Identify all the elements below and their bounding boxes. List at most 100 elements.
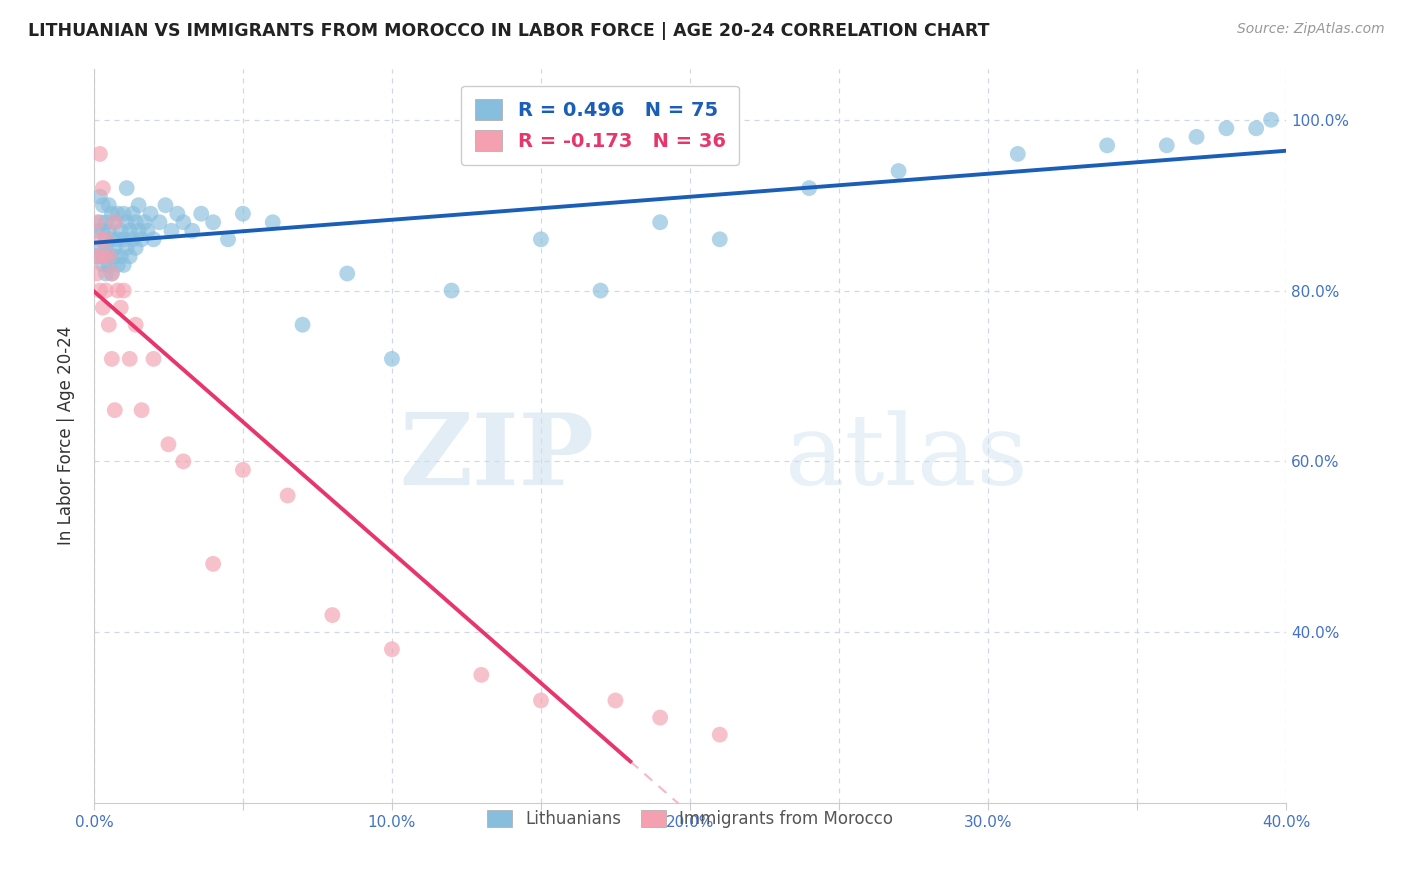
- Point: [91, 249, 114, 263]
- Point: [91, 181, 114, 195]
- Point: [440, 284, 463, 298]
- Point: [110, 224, 132, 238]
- Point: [1260, 112, 1282, 127]
- Point: [155, 198, 177, 212]
- Point: [101, 207, 124, 221]
- Point: [589, 284, 612, 298]
- Point: [115, 215, 138, 229]
- Point: [86, 215, 108, 229]
- Point: [94, 241, 117, 255]
- Point: [291, 318, 314, 332]
- Point: [91, 198, 114, 212]
- Point: [1007, 147, 1029, 161]
- Point: [101, 267, 124, 281]
- Point: [136, 224, 159, 238]
- Point: [97, 249, 120, 263]
- Point: [121, 207, 143, 221]
- Point: [101, 351, 124, 366]
- Point: [91, 249, 114, 263]
- Point: [709, 232, 731, 246]
- Point: [1244, 121, 1267, 136]
- Legend: Lithuanians, Immigrants from Morocco: Lithuanians, Immigrants from Morocco: [479, 804, 900, 835]
- Point: [134, 215, 156, 229]
- Point: [115, 241, 138, 255]
- Text: LITHUANIAN VS IMMIGRANTS FROM MOROCCO IN LABOR FORCE | AGE 20-24 CORRELATION CHA: LITHUANIAN VS IMMIGRANTS FROM MOROCCO IN…: [28, 22, 990, 40]
- Point: [202, 557, 225, 571]
- Point: [797, 181, 820, 195]
- Point: [101, 232, 124, 246]
- Point: [887, 164, 910, 178]
- Point: [157, 437, 180, 451]
- Point: [232, 463, 254, 477]
- Point: [118, 224, 141, 238]
- Point: [172, 454, 194, 468]
- Point: [89, 232, 111, 246]
- Point: [94, 232, 117, 246]
- Point: [94, 232, 117, 246]
- Point: [107, 232, 129, 246]
- Point: [124, 215, 146, 229]
- Point: [181, 224, 204, 238]
- Point: [1156, 138, 1178, 153]
- Point: [232, 207, 254, 221]
- Point: [97, 224, 120, 238]
- Point: [101, 267, 124, 281]
- Point: [470, 668, 492, 682]
- Point: [97, 318, 120, 332]
- Point: [1185, 129, 1208, 144]
- Point: [131, 403, 153, 417]
- Y-axis label: In Labor Force | Age 20-24: In Labor Force | Age 20-24: [58, 326, 75, 545]
- Point: [217, 232, 239, 246]
- Point: [104, 403, 127, 417]
- Point: [86, 249, 108, 263]
- Point: [262, 215, 284, 229]
- Point: [118, 351, 141, 366]
- Point: [110, 249, 132, 263]
- Text: Source: ZipAtlas.com: Source: ZipAtlas.com: [1237, 22, 1385, 37]
- Point: [89, 147, 111, 161]
- Point: [112, 284, 135, 298]
- Point: [160, 224, 183, 238]
- Point: [104, 241, 127, 255]
- Point: [128, 224, 150, 238]
- Point: [91, 301, 114, 315]
- Point: [86, 249, 108, 263]
- Point: [202, 215, 225, 229]
- Point: [139, 207, 162, 221]
- Point: [91, 224, 114, 238]
- Point: [124, 241, 146, 255]
- Point: [97, 198, 120, 212]
- Point: [381, 642, 404, 657]
- Point: [321, 608, 343, 623]
- Point: [86, 224, 108, 238]
- Point: [107, 284, 129, 298]
- Point: [124, 318, 146, 332]
- Point: [118, 249, 141, 263]
- Point: [172, 215, 194, 229]
- Point: [1215, 121, 1237, 136]
- Text: atlas: atlas: [786, 409, 1028, 506]
- Point: [104, 249, 127, 263]
- Point: [89, 284, 111, 298]
- Point: [530, 232, 553, 246]
- Point: [89, 241, 111, 255]
- Point: [650, 710, 672, 724]
- Point: [86, 267, 108, 281]
- Point: [142, 232, 165, 246]
- Point: [112, 207, 135, 221]
- Point: [1095, 138, 1118, 153]
- Point: [110, 301, 132, 315]
- Point: [104, 215, 127, 229]
- Point: [131, 232, 153, 246]
- Text: ZIP: ZIP: [399, 409, 595, 507]
- Point: [97, 249, 120, 263]
- Point: [94, 284, 117, 298]
- Point: [530, 693, 553, 707]
- Point: [142, 351, 165, 366]
- Point: [104, 215, 127, 229]
- Point: [190, 207, 212, 221]
- Point: [115, 181, 138, 195]
- Point: [97, 258, 120, 272]
- Point: [128, 198, 150, 212]
- Point: [709, 728, 731, 742]
